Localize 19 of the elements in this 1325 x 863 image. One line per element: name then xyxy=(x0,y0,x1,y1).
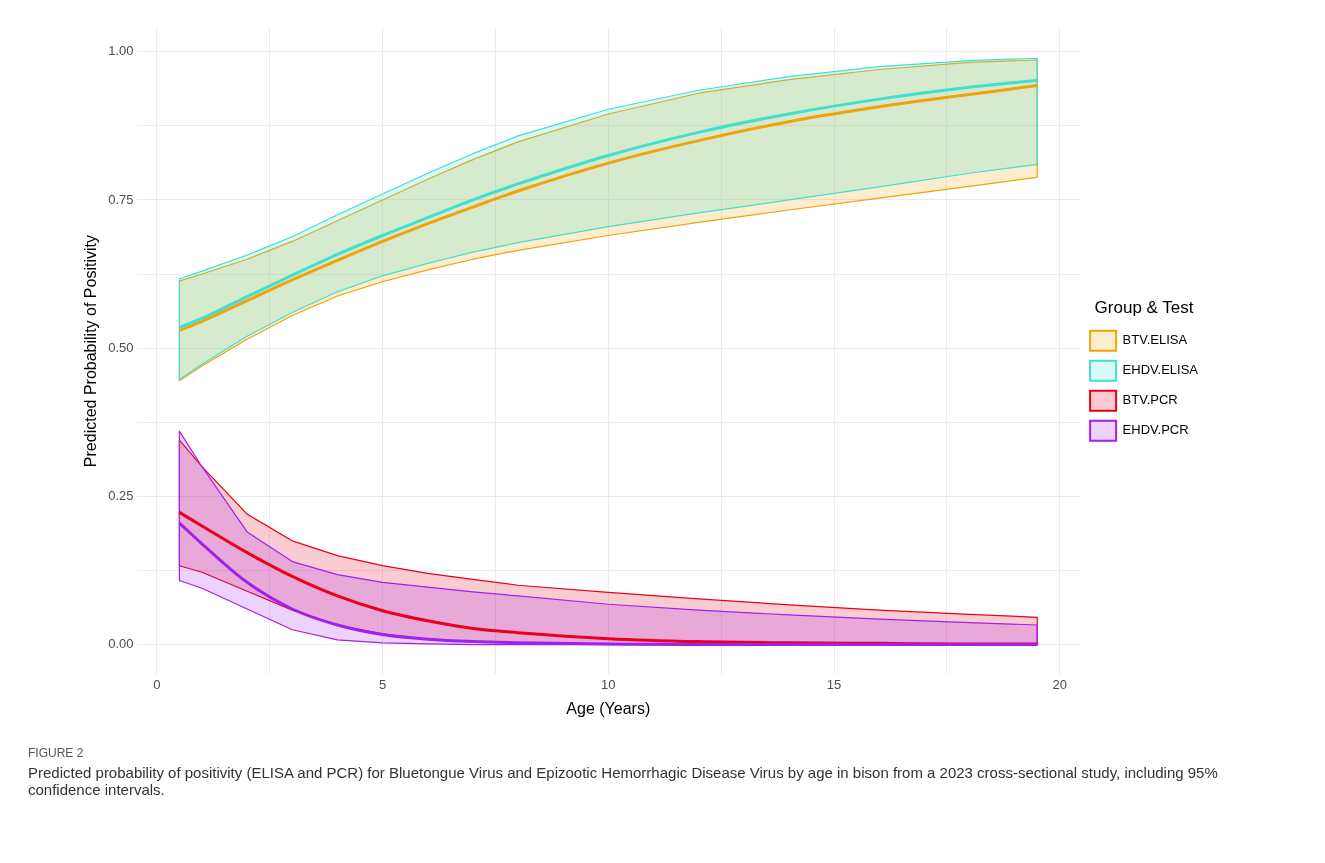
legend-title: Group & Test xyxy=(1094,298,1194,318)
legend-label: EHDV.PCR xyxy=(1122,422,1189,438)
y-axis-title: Predicted Probability of Positivity xyxy=(82,235,100,468)
x-tick-label: 20 xyxy=(1052,676,1068,692)
x-tick-label: 0 xyxy=(153,676,161,692)
x-axis-title: Age (Years) xyxy=(566,699,651,717)
legend-label: BTV.PCR xyxy=(1122,392,1178,408)
x-tick-label: 5 xyxy=(378,676,387,692)
y-tick-label: 0.75 xyxy=(108,191,134,207)
legend-label: EHDV.ELISA xyxy=(1122,362,1199,378)
y-tick-label: 0.00 xyxy=(108,636,134,652)
x-tick-label: 15 xyxy=(826,676,842,692)
caption: FIGURE 2 xyxy=(28,746,85,760)
y-tick-label: 1.00 xyxy=(108,43,134,59)
y-tick-label: 0.25 xyxy=(108,487,134,503)
y-tick-label: 0.50 xyxy=(108,339,134,355)
legend-label: BTV.ELISA xyxy=(1122,332,1188,348)
x-tick-label: 10 xyxy=(601,676,616,692)
text: Predicted probability of positivity (ELISA and PCR) for Bluetongue Virus and Epizootic Hemorrhagic Disease Virus by age in bison from a 2023 cross-sectional study, including 95% confidence intervals. xyxy=(28,764,1219,798)
